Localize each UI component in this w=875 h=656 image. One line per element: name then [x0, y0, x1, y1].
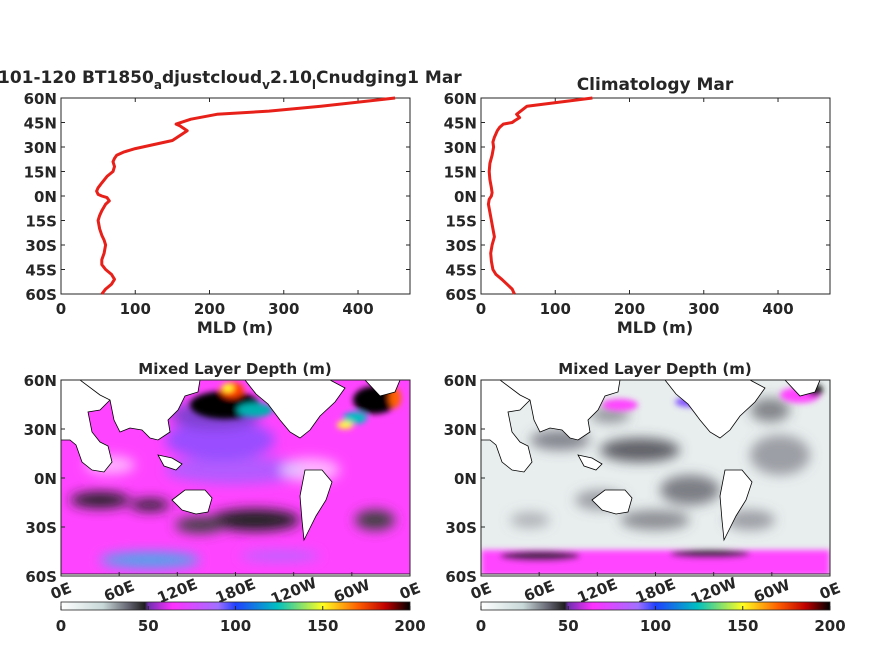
panel-4-colorbar-ticks: 0 50 100 150 200 — [476, 606, 846, 635]
x-tick-label: 0 — [476, 300, 486, 318]
x-tick-label: 0E — [397, 579, 423, 603]
y-tick-label: 60S — [445, 286, 477, 304]
y-tick-label: 15N — [444, 164, 477, 182]
x-tick-label: 400 — [342, 300, 373, 318]
x-tick-label: 100 — [120, 300, 151, 318]
y-tick-label: 0N — [454, 470, 477, 488]
y-tick-label: 45N — [24, 115, 57, 133]
panel-3-title: Mixed Layer Depth (m) — [138, 360, 331, 378]
y-tick-label: 60S — [25, 568, 57, 586]
colorbar-tick-label: 100 — [640, 617, 671, 635]
panel-3-colorbar-ticks: 0 50 100 150 200 — [56, 606, 426, 635]
map-panel-4: Mixed Layer Depth (m) — [444, 360, 846, 635]
panel-2-axes-box — [480, 97, 831, 295]
y-tick-label: 45N — [444, 115, 477, 133]
y-tick-label: 0N — [34, 470, 57, 488]
colorbar-tick-label: 0 — [56, 617, 66, 635]
colorbar-tick-label: 100 — [220, 617, 251, 635]
y-tick-label: 0N — [454, 188, 477, 206]
colorbar-tick-label: 50 — [558, 617, 579, 635]
profile-panel-1: 101-120 BT1850adjustcloudv2.10lCnudging1… — [0, 68, 462, 337]
x-tick-label: 300 — [268, 300, 299, 318]
colorbar-tick-label: 200 — [394, 617, 425, 635]
y-tick-label: 15N — [24, 164, 57, 182]
x-tick-label: 60E — [101, 577, 137, 605]
x-tick-label: 0E — [817, 579, 843, 603]
panel-2-series-line — [486, 96, 593, 295]
panel-1-axes-box — [60, 97, 411, 295]
colorbar-tick-label: 150 — [307, 617, 338, 635]
x-tick-label: 60E — [521, 577, 557, 605]
y-tick-label: 30S — [25, 237, 57, 255]
y-tick-label: 30S — [445, 237, 477, 255]
y-tick-label: 60N — [444, 372, 477, 390]
y-tick-label: 30N — [24, 139, 57, 157]
panel-1-xlabel: MLD (m) — [197, 318, 273, 337]
y-tick-label: 45S — [25, 262, 57, 280]
y-tick-label: 60N — [24, 90, 57, 108]
x-tick-label: 0 — [56, 300, 66, 318]
panel-4-field — [481, 380, 830, 576]
colorbar-tick-label: 0 — [476, 617, 486, 635]
y-tick-label: 0N — [34, 188, 57, 206]
x-tick-label: 300 — [688, 300, 719, 318]
profile-panel-2: Climatology Mar 60N45N30N15N0N15S30S45S6… — [444, 75, 831, 337]
y-tick-label: 15S — [445, 213, 477, 231]
y-tick-label: 30S — [25, 519, 57, 537]
panel-4-land — [481, 380, 830, 576]
panel-1-series-line — [95, 96, 396, 295]
x-tick-label: 200 — [194, 300, 225, 318]
y-tick-label: 60S — [445, 568, 477, 586]
panel-3-field — [61, 380, 410, 576]
panel-2-title: Climatology Mar — [577, 75, 734, 95]
y-tick-label: 60N — [444, 90, 477, 108]
y-tick-label: 60N — [24, 372, 57, 390]
x-tick-label: 400 — [762, 300, 793, 318]
y-tick-label: 45S — [445, 262, 477, 280]
colorbar-tick-label: 50 — [138, 617, 159, 635]
colorbar-tick-label: 150 — [727, 617, 758, 635]
map-panel-3: Mixed Layer Depth (m) — [24, 360, 426, 635]
x-tick-label: 200 — [614, 300, 645, 318]
y-tick-label: 15S — [25, 213, 57, 231]
panel-1-title: 101-120 BT1850adjustcloudv2.10lCnudging1… — [0, 68, 462, 92]
panel-2-xlabel: MLD (m) — [617, 318, 693, 337]
x-tick-label: 100 — [540, 300, 571, 318]
colorbar-tick-label: 200 — [814, 617, 845, 635]
y-tick-label: 60S — [25, 286, 57, 304]
y-tick-label: 30N — [444, 139, 477, 157]
panel-4-title: Mixed Layer Depth (m) — [558, 360, 751, 378]
y-tick-label: 30S — [445, 519, 477, 537]
y-tick-label: 30N — [24, 421, 57, 439]
y-tick-label: 30N — [444, 421, 477, 439]
